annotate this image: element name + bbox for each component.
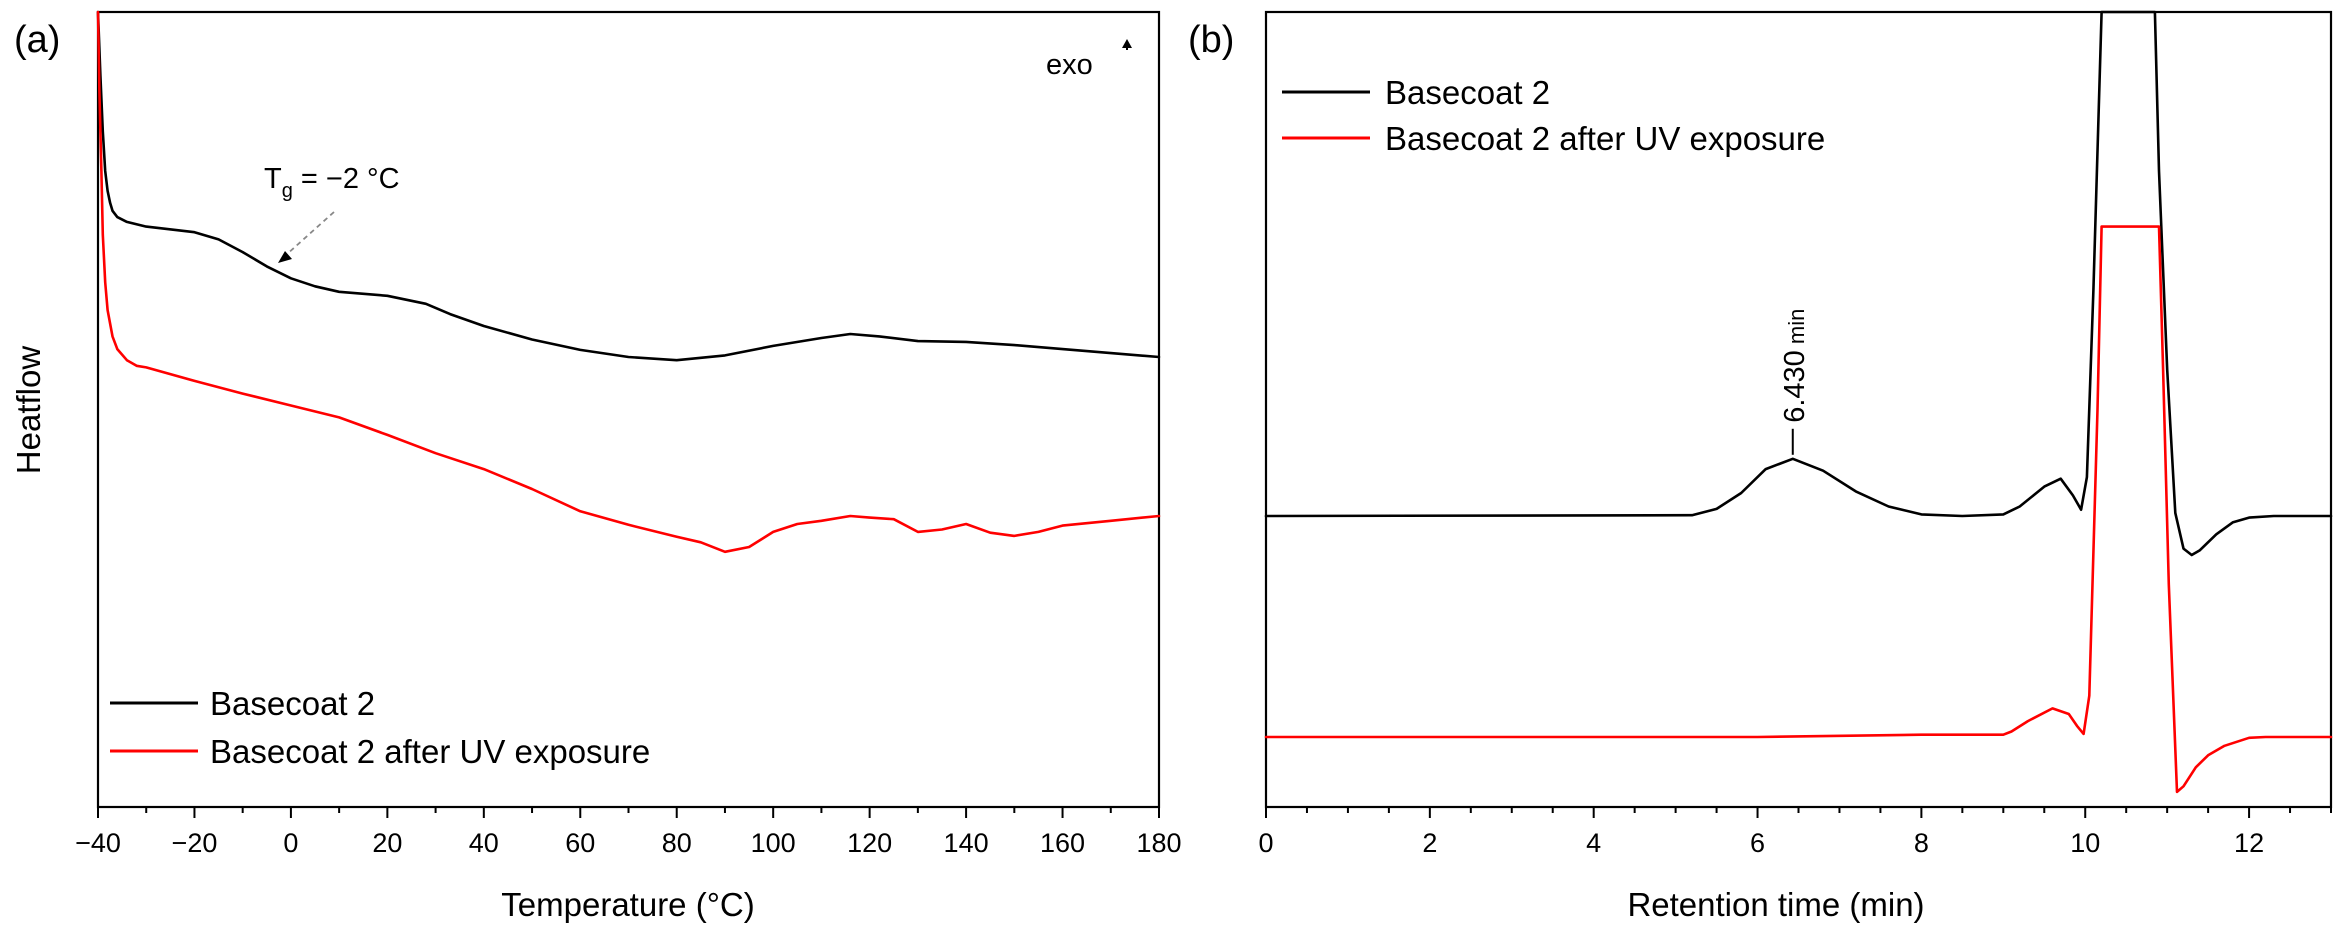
panel-b-x-ticks: 0 2 4 6 8 10 12 (1258, 807, 2332, 858)
panel-a-x-ticks: −40 −20 0 20 40 60 80 100 120 140 160 180 (75, 807, 1182, 858)
panel-a-legend-label-basecoat: Basecoat 2 (210, 685, 375, 722)
panel-a-x-tick-label: −40 (75, 828, 121, 858)
panel-b-legend-label-basecoat: Basecoat 2 (1385, 74, 1550, 111)
peak-unit: min (1784, 309, 1809, 351)
panel-a-y-axis-title: Heatflow (10, 346, 47, 475)
panel-b-x-tick-label: 4 (1586, 828, 1601, 858)
peak-value: 6.430 (1779, 350, 1811, 423)
tg-symbol: T (264, 163, 282, 195)
panel-a-series (96, 10, 1161, 554)
panel-b-x-axis-title: Retention time (min) (1627, 886, 1924, 923)
peak-label: 6.430 min (1779, 309, 1811, 423)
panel-b: (b) 0 2 4 6 8 10 12 Retention time (min) 6.430… (1188, 10, 2333, 923)
panel-a-legend-label-uv: Basecoat 2 after UV exposure (210, 733, 650, 770)
panel-b-x-tick-label: 12 (2234, 828, 2264, 858)
panel-b-series-basecoat-2 (1264, 10, 2333, 557)
panel-a-x-tick-label: 0 (283, 828, 298, 858)
panel-b-label: (b) (1188, 19, 1234, 61)
panel-a-x-tick-label: −20 (172, 828, 218, 858)
tg-subscript: g (282, 180, 293, 202)
panel-b-legend: Basecoat 2 Basecoat 2 after UV exposure (1282, 74, 1825, 157)
panel-a-x-tick-label: 80 (662, 828, 692, 858)
panel-b-x-tick-label: 2 (1422, 828, 1437, 858)
panel-a-series-basecoat-2-uv (96, 10, 1161, 554)
panel-a-series-basecoat-2 (96, 10, 1161, 362)
tg-arrow-dashed-line (285, 211, 335, 256)
peak-annotation: 6.430 min (1779, 309, 1811, 455)
panel-a: (a) −40 −20 0 20 40 60 80 100 120 140 160 180 Tempe… (10, 10, 1182, 923)
panel-a-x-axis-title: Temperature (°C) (501, 886, 754, 923)
tg-value: = −2 °C (293, 163, 400, 195)
panel-b-x-tick-label: 10 (2070, 828, 2100, 858)
panel-b-x-tick-label: 8 (1914, 828, 1929, 858)
tg-arrowhead-icon (278, 251, 292, 263)
exo-label: exo (1046, 49, 1093, 81)
panel-a-x-tick-label: 40 (469, 828, 499, 858)
panel-a-x-tick-label: 160 (1040, 828, 1085, 858)
panel-a-label: (a) (14, 19, 60, 61)
panel-a-legend: Basecoat 2 Basecoat 2 after UV exposure (110, 685, 650, 770)
panel-a-x-tick-label: 100 (751, 828, 796, 858)
panel-a-x-tick-label: 120 (847, 828, 892, 858)
panel-b-series (1264, 10, 2333, 794)
panel-a-x-tick-label: 60 (565, 828, 595, 858)
panel-a-x-tick-label: 180 (1136, 828, 1181, 858)
panel-a-x-tick-label: 20 (372, 828, 402, 858)
panel-b-series-basecoat-2-uv (1264, 225, 2333, 794)
panel-b-x-tick-label: 0 (1258, 828, 1273, 858)
panel-b-x-tick-label: 6 (1750, 828, 1765, 858)
tg-annotation-text: Tg = −2 °C (264, 163, 400, 202)
panel-a-x-tick-label: 140 (944, 828, 989, 858)
panel-b-legend-label-uv: Basecoat 2 after UV exposure (1385, 120, 1825, 157)
